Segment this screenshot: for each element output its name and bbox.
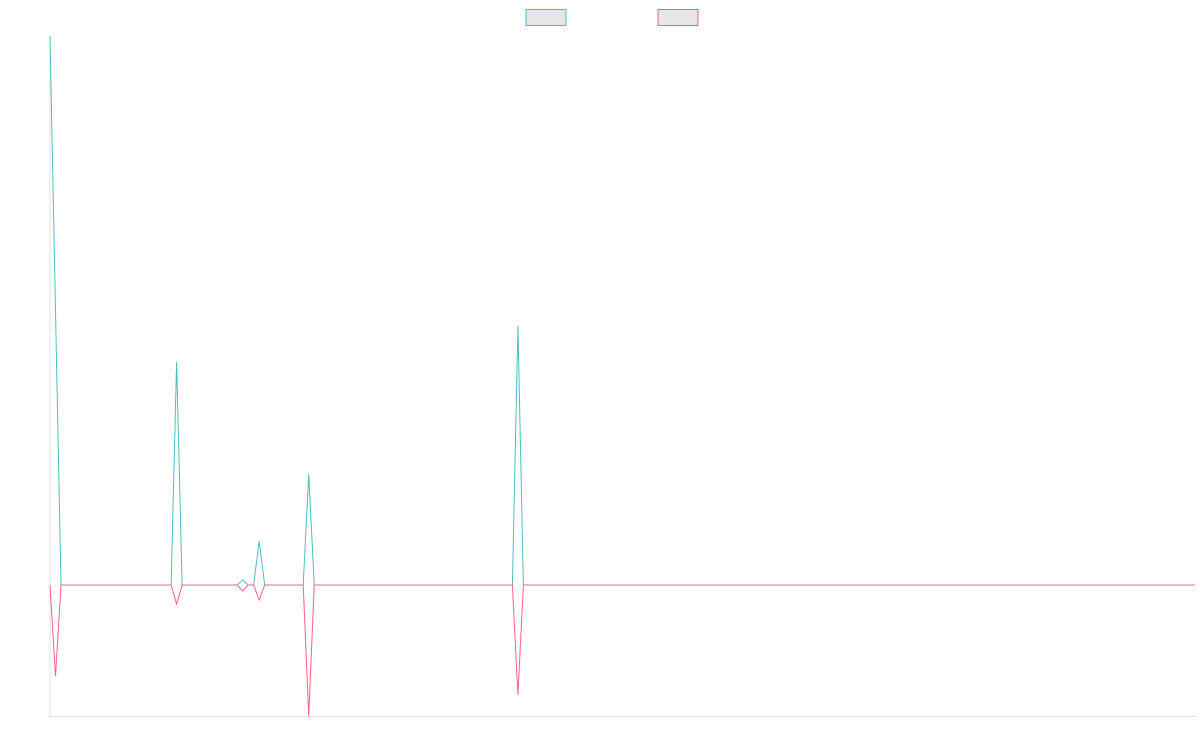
legend: [525, 9, 699, 26]
legend-swatch: [657, 9, 699, 26]
plot-area: [49, 35, 1195, 717]
legend-swatch: [525, 9, 567, 26]
series-line: [49, 584, 1195, 717]
series-line: [49, 35, 1195, 586]
